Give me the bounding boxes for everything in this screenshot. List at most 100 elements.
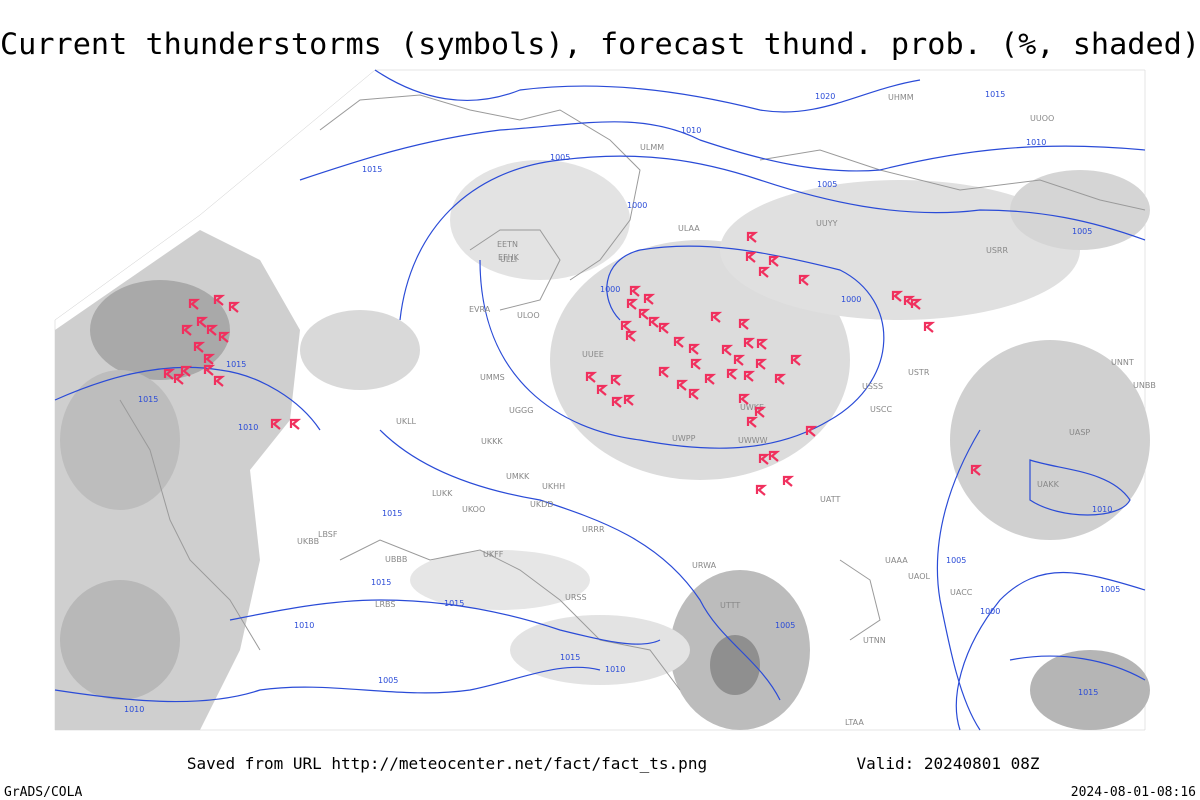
- station-label: UMMS: [480, 373, 505, 382]
- station-label: EFHK: [498, 253, 520, 262]
- isobar-label: 1015: [226, 360, 246, 369]
- storm-symbol: [213, 375, 226, 387]
- station-label: UATT: [820, 495, 840, 504]
- isobar-label: 1010: [1092, 505, 1112, 514]
- map-title: Current thunderstorms (symbols), forecas…: [0, 27, 1200, 61]
- isobar-label: 1015: [371, 578, 391, 587]
- storm-symbol: [754, 406, 767, 418]
- storm-symbol: [704, 373, 717, 385]
- station-label: ULAA: [678, 224, 700, 233]
- station-label: EVRA: [469, 305, 491, 314]
- station-label: UWWW: [738, 436, 768, 445]
- storm-symbol: [891, 290, 904, 302]
- storm-symbol: [289, 418, 302, 430]
- station-label: UGGG: [509, 406, 533, 415]
- station-label: UUEE: [582, 350, 604, 359]
- station-label: USRR: [986, 246, 1008, 255]
- storm-symbol: [726, 368, 739, 380]
- station-label: UUYY: [816, 219, 838, 228]
- station-label: UKKK: [481, 437, 503, 446]
- storm-symbol: [782, 475, 795, 487]
- station-label: UUOO: [1030, 114, 1054, 123]
- storm-symbol: [643, 293, 656, 305]
- storm-symbol: [774, 373, 787, 385]
- isobar-label: 1005: [817, 180, 837, 189]
- storm-symbol: [755, 484, 768, 496]
- station-label: UNNT: [1111, 358, 1134, 367]
- storm-symbol: [585, 371, 598, 383]
- timestamp: 2024-08-01-08:16: [1071, 785, 1196, 800]
- station-label: ULLI: [500, 255, 517, 264]
- isobar-label: 1000: [627, 201, 647, 210]
- isobar-label: 1015: [138, 395, 158, 404]
- isobar-label: 1010: [1026, 138, 1046, 147]
- valid-time: Valid: 20240801 08Z: [856, 754, 1039, 773]
- storm-symbol: [690, 358, 703, 370]
- storm-symbol: [710, 311, 723, 323]
- isobar-label: 1005: [1100, 585, 1120, 594]
- station-label: UKDD: [530, 500, 553, 509]
- isobar-label: 1015: [560, 653, 580, 662]
- storm-symbol: [626, 298, 639, 310]
- storm-symbol: [768, 255, 781, 267]
- station-label: UWKE: [740, 403, 764, 412]
- station-label: USTR: [908, 368, 930, 377]
- storm-symbol: [213, 294, 226, 306]
- station-label: UTTT: [720, 601, 740, 610]
- storm-symbol: [638, 308, 651, 320]
- storm-symbol: [625, 330, 638, 342]
- isobar-label: 1005: [946, 556, 966, 565]
- station-label: URSS: [565, 593, 587, 602]
- storm-symbol: [910, 298, 923, 310]
- station-label: USCC: [870, 405, 893, 414]
- station-label: LRBS: [375, 600, 395, 609]
- isobar-label: 1015: [1078, 688, 1098, 697]
- isobar-label: 1010: [605, 665, 625, 674]
- storm-symbol: [658, 366, 671, 378]
- isobar-label: 1005: [550, 153, 570, 162]
- storm-symbol: [758, 266, 771, 278]
- credit: GrADS/COLA: [4, 785, 82, 800]
- storm-symbol: [733, 354, 746, 366]
- station-label: UAOL: [908, 572, 930, 581]
- station-label: URRR: [582, 525, 605, 534]
- station-label: UHMM: [888, 93, 914, 102]
- isobars: [54, 69, 1146, 731]
- storm-symbol: [738, 318, 751, 330]
- source-url: Saved from URL http://meteocenter.net/fa…: [187, 754, 707, 773]
- isobar-label: 1015: [362, 165, 382, 174]
- storm-symbol: [688, 388, 701, 400]
- storm-symbol: [196, 316, 209, 328]
- storm-symbol: [206, 324, 219, 336]
- station-label: UACC: [950, 588, 973, 597]
- storm-symbol: [768, 450, 781, 462]
- map-area: 1020 1015 1010 1005 1015 1000 1005 1000 1015 1015…: [54, 69, 1156, 731]
- storm-symbol: [658, 322, 671, 334]
- storm-symbol: [758, 453, 771, 465]
- isobar-label: 1010: [238, 423, 258, 432]
- storm-symbol: [745, 251, 758, 263]
- station-label: UAKK: [1037, 480, 1060, 489]
- station-label: UMKK: [506, 472, 530, 481]
- storm-symbol: [620, 320, 633, 332]
- storm-symbol: [218, 331, 231, 343]
- storm-symbol: [203, 353, 216, 365]
- station-label: UASP: [1069, 428, 1090, 437]
- isobar-label: 1000: [600, 285, 620, 294]
- storm-symbol: [688, 343, 701, 355]
- coastlines: [119, 94, 1146, 691]
- storm-symbol: [648, 316, 661, 328]
- station-label: ULMM: [640, 143, 664, 152]
- storm-symbol: [203, 364, 216, 376]
- isobar-label: 1005: [378, 676, 398, 685]
- isobar-label: 1010: [294, 621, 314, 630]
- storm-symbol: [228, 301, 241, 313]
- storm-symbol: [180, 365, 193, 377]
- storm-symbol: [596, 384, 609, 396]
- station-label: UNBB: [1133, 381, 1156, 390]
- thunderstorm-symbols: [163, 231, 983, 496]
- storm-symbol: [970, 464, 983, 476]
- station-label: UKFF: [483, 550, 504, 559]
- storm-symbol: [163, 368, 176, 380]
